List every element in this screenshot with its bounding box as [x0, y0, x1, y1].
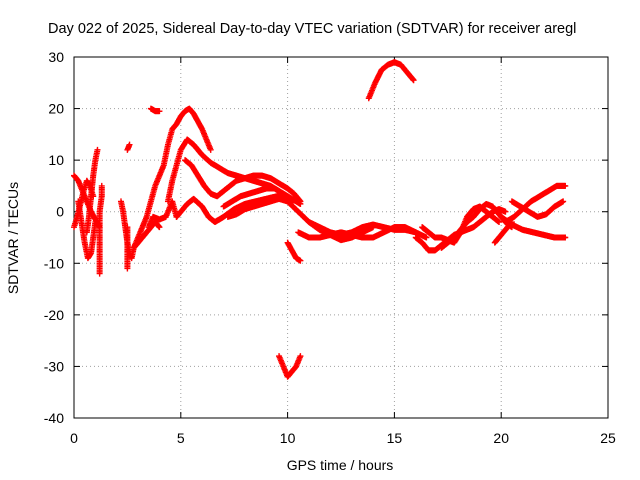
y-tick-label: 0 [56, 204, 64, 220]
y-tick-label: 20 [48, 101, 64, 117]
y-tick-label: 30 [48, 49, 64, 65]
data-point [502, 208, 509, 215]
data-point [560, 198, 567, 205]
x-tick-label: 10 [280, 430, 296, 446]
axis-ticks: 0 5 10 15 20 25 30 20 10 0 -10 -20 -30 -40 [44, 49, 616, 446]
data-point [124, 224, 131, 231]
x-tick-label: 5 [177, 430, 185, 446]
y-tick-label: -30 [44, 358, 64, 374]
data-point [156, 224, 163, 231]
y-tick-label: 10 [48, 152, 64, 168]
grid-lines [74, 57, 608, 418]
data-point [562, 182, 569, 189]
data-point [423, 234, 430, 241]
data-point [496, 219, 503, 226]
data-point [370, 224, 377, 231]
x-tick-label: 15 [387, 430, 403, 446]
y-axis-label: SDTVAR / TECUs [5, 182, 21, 294]
data-point [207, 146, 214, 153]
data-point [156, 108, 163, 115]
data-point [562, 234, 569, 241]
y-tick-label: -40 [44, 410, 64, 426]
x-axis-label: GPS time / hours [287, 457, 394, 473]
data-point [98, 182, 105, 189]
x-tick-label: 25 [600, 430, 616, 446]
plot-frame [73, 56, 609, 419]
x-tick-label: 20 [493, 430, 509, 446]
data-point [94, 146, 101, 153]
data-point [297, 200, 304, 207]
data-point [297, 353, 304, 360]
y-tick-label: -20 [44, 307, 64, 323]
data-point [126, 141, 133, 148]
data-points [71, 59, 569, 380]
y-tick-label: -10 [44, 255, 64, 271]
chart-title: Day 022 of 2025, Sidereal Day-to-day VTE… [48, 21, 576, 37]
x-tick-label: 0 [70, 430, 78, 446]
data-point [410, 77, 417, 84]
data-point [297, 257, 304, 264]
